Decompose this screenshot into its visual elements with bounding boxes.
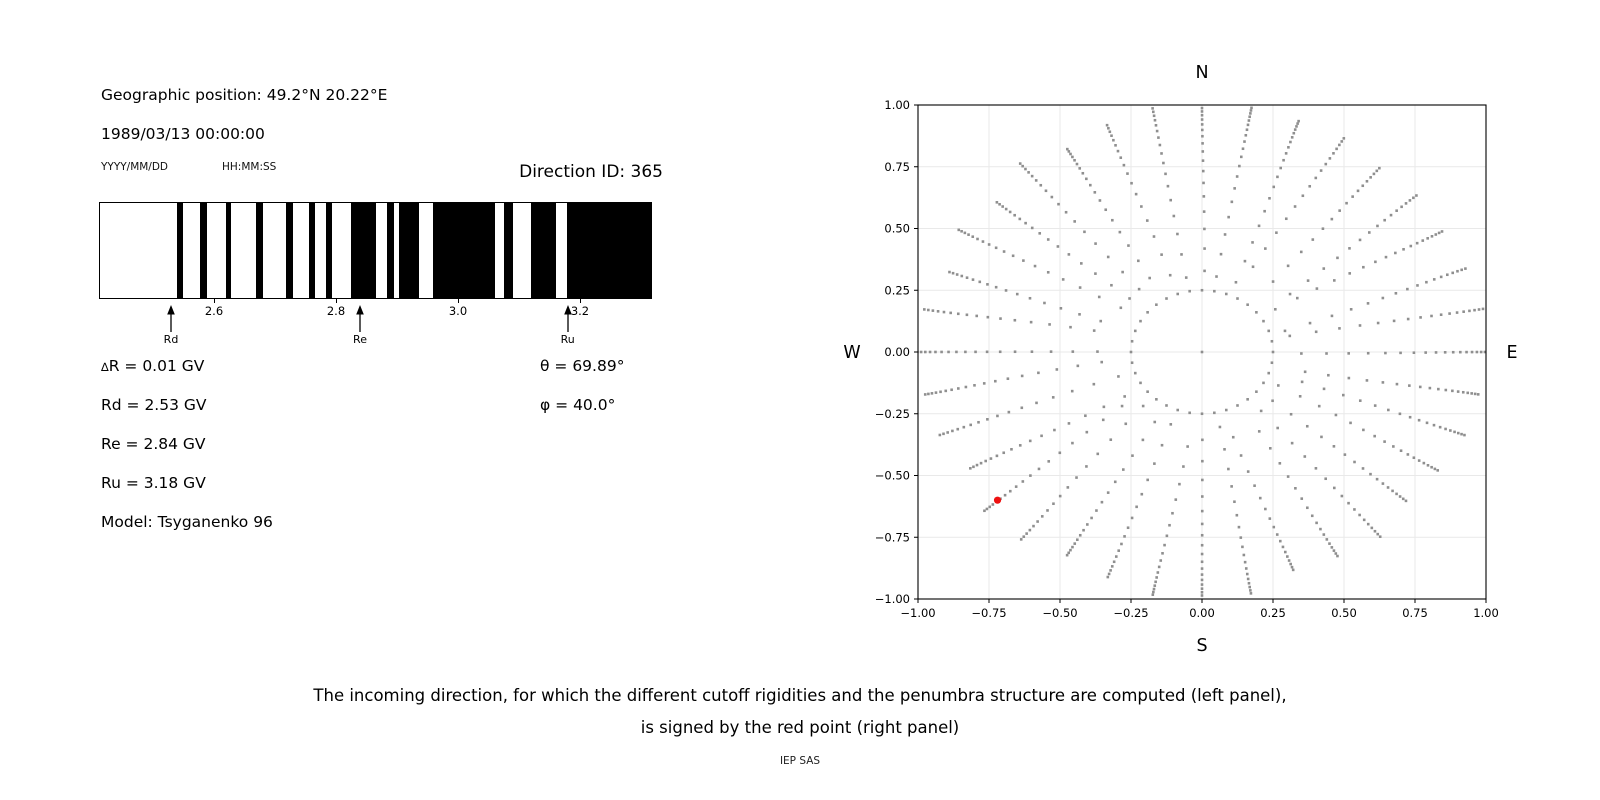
- penumbra-x-tick: [458, 299, 459, 303]
- penumbra-bar: [351, 203, 377, 298]
- penumbra-bar: [433, 203, 496, 298]
- credit-text: IEP SAS: [779, 755, 821, 767]
- y-tick-label: −1.00: [875, 592, 910, 606]
- x-tick-label: 1.00: [1473, 606, 1499, 620]
- penumbra-x-tick-label: 3.2: [570, 304, 590, 318]
- model-line: Model: Tsyganenko 96: [101, 513, 273, 531]
- penumbra-x-tick: [214, 299, 216, 303]
- penumbra-bar: [325, 203, 332, 298]
- y-tick-label: 0.75: [884, 160, 910, 174]
- rd-arrow-label: Rd: [163, 333, 179, 346]
- penumbra-bar: [176, 203, 184, 298]
- direction-scatter-plot: −1.00 −0.75 −0.50 −0.25 0.00 0.25 0.50 0.75 1.00…: [843, 63, 1517, 656]
- ru-arrow-up-icon: [561, 305, 575, 333]
- datetime-text: 1989/03/13 00:00:00: [101, 125, 265, 143]
- rd-arrow-up-icon: [164, 305, 178, 333]
- penumbra-bar: [386, 203, 394, 298]
- compass-label-n: N: [1195, 63, 1208, 83]
- compass-label-w: W: [843, 343, 860, 363]
- y-tick-label: 0.50: [884, 222, 910, 236]
- penumbra-bar: [225, 203, 232, 298]
- x-tick-label: −0.75: [971, 606, 1006, 620]
- date-format-label: YYYY/MM/DD: [101, 161, 169, 173]
- caption-line1: The incoming direction, for which the di…: [313, 686, 1287, 705]
- ru-arrow-label: Ru: [560, 333, 575, 346]
- penumbra-x-tick: [579, 299, 581, 303]
- penumbra-bar: [256, 203, 263, 298]
- x-tick-label: 0.50: [1331, 606, 1357, 620]
- x-tick-label: 0.75: [1402, 606, 1428, 620]
- x-tick-label: 0.25: [1260, 606, 1286, 620]
- penumbra-bar: [503, 203, 514, 298]
- penumbra-axis: 2.6 2.8 3.0 3.2 Rd Re Ru: [99, 299, 652, 359]
- penumbra-x-tick-label: 3.0: [448, 304, 468, 318]
- rd-line: Rd = 2.53 GV: [101, 396, 207, 414]
- x-tick-label: −1.00: [900, 606, 935, 620]
- x-tick-label: 0.00: [1189, 606, 1215, 620]
- phi-line: φ = 40.0°: [540, 396, 616, 414]
- x-tick-label: −0.50: [1042, 606, 1077, 620]
- penumbra-x-tick-label: 2.6: [204, 304, 224, 318]
- penumbra-bar: [531, 203, 557, 298]
- caption-line2: is signed by the red point (right panel): [640, 718, 960, 737]
- delta-r-line: ∆R = 0.01 GV: [101, 357, 205, 375]
- compass-label-s: S: [1196, 636, 1207, 656]
- penumbra-x-tick-label: 2.8: [326, 304, 346, 318]
- incoming-direction-red-point: [993, 496, 1002, 504]
- y-tick-label: −0.75: [875, 530, 910, 544]
- delta-symbol: ∆: [101, 360, 109, 374]
- theta-line: θ = 69.89°: [540, 357, 625, 375]
- re-arrow-up-icon: [353, 305, 367, 333]
- penumbra-bar: [285, 203, 293, 298]
- penumbra-x-tick: [336, 299, 338, 303]
- direction-id-text: Direction ID: 365: [519, 162, 663, 182]
- re-arrow-label: Re: [353, 333, 367, 346]
- penumbra-bar: [566, 203, 651, 298]
- y-tick-label: 1.00: [884, 98, 910, 112]
- penumbra-barcode: [99, 202, 652, 299]
- penumbra-bar: [199, 203, 207, 298]
- time-format-label: HH:MM:SS: [222, 161, 277, 173]
- x-tick-label: −0.25: [1113, 606, 1148, 620]
- ru-line: Ru = 3.18 GV: [101, 474, 206, 492]
- y-tick-label: −0.25: [875, 407, 910, 421]
- compass-label-e: E: [1506, 343, 1517, 363]
- penumbra-bar: [308, 203, 316, 298]
- y-tick-label: 0.25: [884, 283, 910, 297]
- geo-position-text: Geographic position: 49.2°N 20.22°E: [101, 86, 388, 104]
- re-line: Re = 2.84 GV: [101, 435, 206, 453]
- y-tick-label: 0.00: [884, 345, 910, 359]
- axis-ticks: −1.00 −0.75 −0.50 −0.25 0.00 0.25 0.50 0.75 1.00…: [875, 98, 1499, 620]
- penumbra-bar: [399, 203, 420, 298]
- y-tick-label: −0.50: [875, 469, 910, 483]
